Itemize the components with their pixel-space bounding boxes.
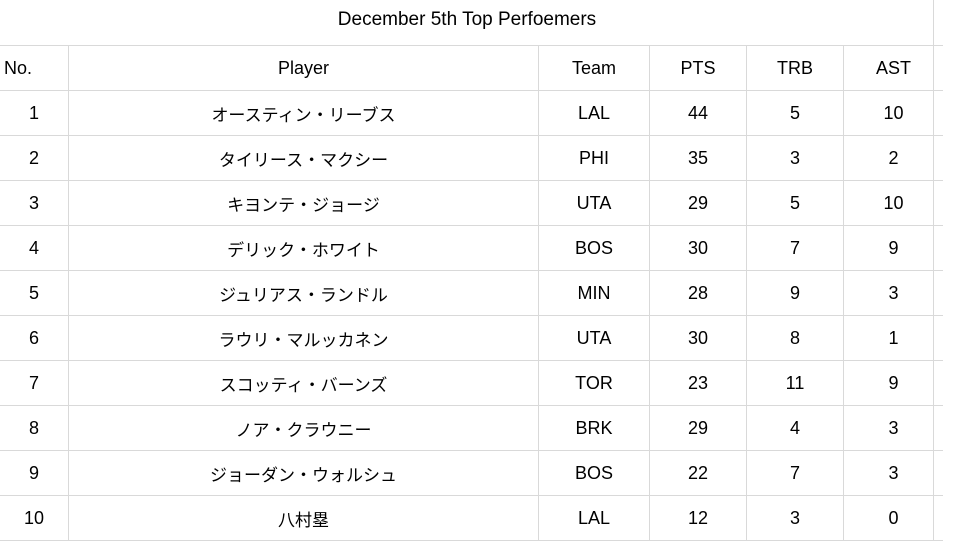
cell-trb[interactable]: 5: [746, 180, 844, 226]
table-row: 9 ジョーダン・ウォルシュ BOS 22 7 3: [0, 450, 943, 496]
cell-team[interactable]: UTA: [538, 315, 650, 361]
cell-player[interactable]: 八村塁: [68, 495, 539, 541]
cell-trb[interactable]: 3: [746, 135, 844, 181]
cell-trb[interactable]: 9: [746, 270, 844, 316]
cell-ast[interactable]: 9: [843, 225, 943, 271]
cell-team[interactable]: BOS: [538, 450, 650, 496]
cell-pts[interactable]: 44: [649, 90, 747, 136]
cell-player[interactable]: タイリース・マクシー: [68, 135, 539, 181]
cell-ast[interactable]: 10: [843, 90, 943, 136]
cell-trb[interactable]: 3: [746, 495, 844, 541]
cell-pts[interactable]: 23: [649, 360, 747, 406]
column-header-no[interactable]: No.: [0, 45, 69, 91]
table-row: 3 キヨンテ・ジョージ UTA 29 5 10: [0, 180, 943, 226]
cell-team[interactable]: BOS: [538, 225, 650, 271]
cell-no[interactable]: 5: [0, 270, 69, 316]
cell-team[interactable]: UTA: [538, 180, 650, 226]
cell-player[interactable]: オースティン・リーブス: [68, 90, 539, 136]
cell-no[interactable]: 8: [0, 405, 69, 451]
cell-trb[interactable]: 8: [746, 315, 844, 361]
cell-team[interactable]: MIN: [538, 270, 650, 316]
column-header-team[interactable]: Team: [538, 45, 650, 91]
cell-team[interactable]: TOR: [538, 360, 650, 406]
table-row: 10 八村塁 LAL 12 3 0: [0, 495, 943, 541]
cell-ast[interactable]: 3: [843, 270, 943, 316]
cell-team[interactable]: LAL: [538, 495, 650, 541]
cell-ast[interactable]: 3: [843, 450, 943, 496]
cell-player[interactable]: キヨンテ・ジョージ: [68, 180, 539, 226]
cell-trb[interactable]: 7: [746, 450, 844, 496]
cell-ast[interactable]: 2: [843, 135, 943, 181]
cell-ast[interactable]: 9: [843, 360, 943, 406]
cell-no[interactable]: 3: [0, 180, 69, 226]
table-body: 1 オースティン・リーブス LAL 44 5 10 2 タイリース・マクシー PHI 35 3 2 3 キ…: [0, 90, 943, 541]
column-header-player[interactable]: Player: [68, 45, 539, 91]
performers-table: No. Player Team PTS TRB AST 1 オースティン・リーブス…: [0, 45, 943, 541]
table-row: 6 ラウリ・マルッカネン UTA 30 8 1: [0, 315, 943, 361]
table-row: 4 デリック・ホワイト BOS 30 7 9: [0, 225, 943, 271]
cell-player[interactable]: デリック・ホワイト: [68, 225, 539, 271]
table-row: 1 オースティン・リーブス LAL 44 5 10: [0, 90, 943, 136]
header-row: No. Player Team PTS TRB AST: [0, 45, 943, 91]
cell-no[interactable]: 6: [0, 315, 69, 361]
cell-no[interactable]: 2: [0, 135, 69, 181]
cell-ast[interactable]: 0: [843, 495, 943, 541]
cell-player[interactable]: ジョーダン・ウォルシュ: [68, 450, 539, 496]
column-header-pts[interactable]: PTS: [649, 45, 747, 91]
cell-ast[interactable]: 3: [843, 405, 943, 451]
table-row: 2 タイリース・マクシー PHI 35 3 2: [0, 135, 943, 181]
cell-pts[interactable]: 12: [649, 495, 747, 541]
cell-player[interactable]: スコッティ・バーンズ: [68, 360, 539, 406]
cell-no[interactable]: 1: [0, 90, 69, 136]
cell-trb[interactable]: 4: [746, 405, 844, 451]
cell-no[interactable]: 4: [0, 225, 69, 271]
cell-trb[interactable]: 7: [746, 225, 844, 271]
cell-pts[interactable]: 30: [649, 225, 747, 271]
cell-team[interactable]: BRK: [538, 405, 650, 451]
cell-ast[interactable]: 1: [843, 315, 943, 361]
table-row: 8 ノア・クラウニー BRK 29 4 3: [0, 405, 943, 451]
table-title: December 5th Top Perfoemers: [337, 9, 597, 30]
table-row: 5 ジュリアス・ランドル MIN 28 9 3: [0, 270, 943, 316]
cell-player[interactable]: ノア・クラウニー: [68, 405, 539, 451]
cell-player[interactable]: ラウリ・マルッカネン: [68, 315, 539, 361]
cell-team[interactable]: PHI: [538, 135, 650, 181]
cell-pts[interactable]: 30: [649, 315, 747, 361]
cell-no[interactable]: 10: [0, 495, 69, 541]
cell-team[interactable]: LAL: [538, 90, 650, 136]
column-header-ast[interactable]: AST: [843, 45, 943, 91]
table-row: 7 スコッティ・バーンズ TOR 23 11 9: [0, 360, 943, 406]
cell-trb[interactable]: 5: [746, 90, 844, 136]
cell-player[interactable]: ジュリアス・ランドル: [68, 270, 539, 316]
cell-pts[interactable]: 22: [649, 450, 747, 496]
cell-pts[interactable]: 29: [649, 180, 747, 226]
cell-pts[interactable]: 29: [649, 405, 747, 451]
cell-trb[interactable]: 11: [746, 360, 844, 406]
cell-no[interactable]: 7: [0, 360, 69, 406]
cell-ast[interactable]: 10: [843, 180, 943, 226]
cell-no[interactable]: 9: [0, 450, 69, 496]
cell-pts[interactable]: 28: [649, 270, 747, 316]
column-header-trb[interactable]: TRB: [746, 45, 844, 91]
cell-pts[interactable]: 35: [649, 135, 747, 181]
